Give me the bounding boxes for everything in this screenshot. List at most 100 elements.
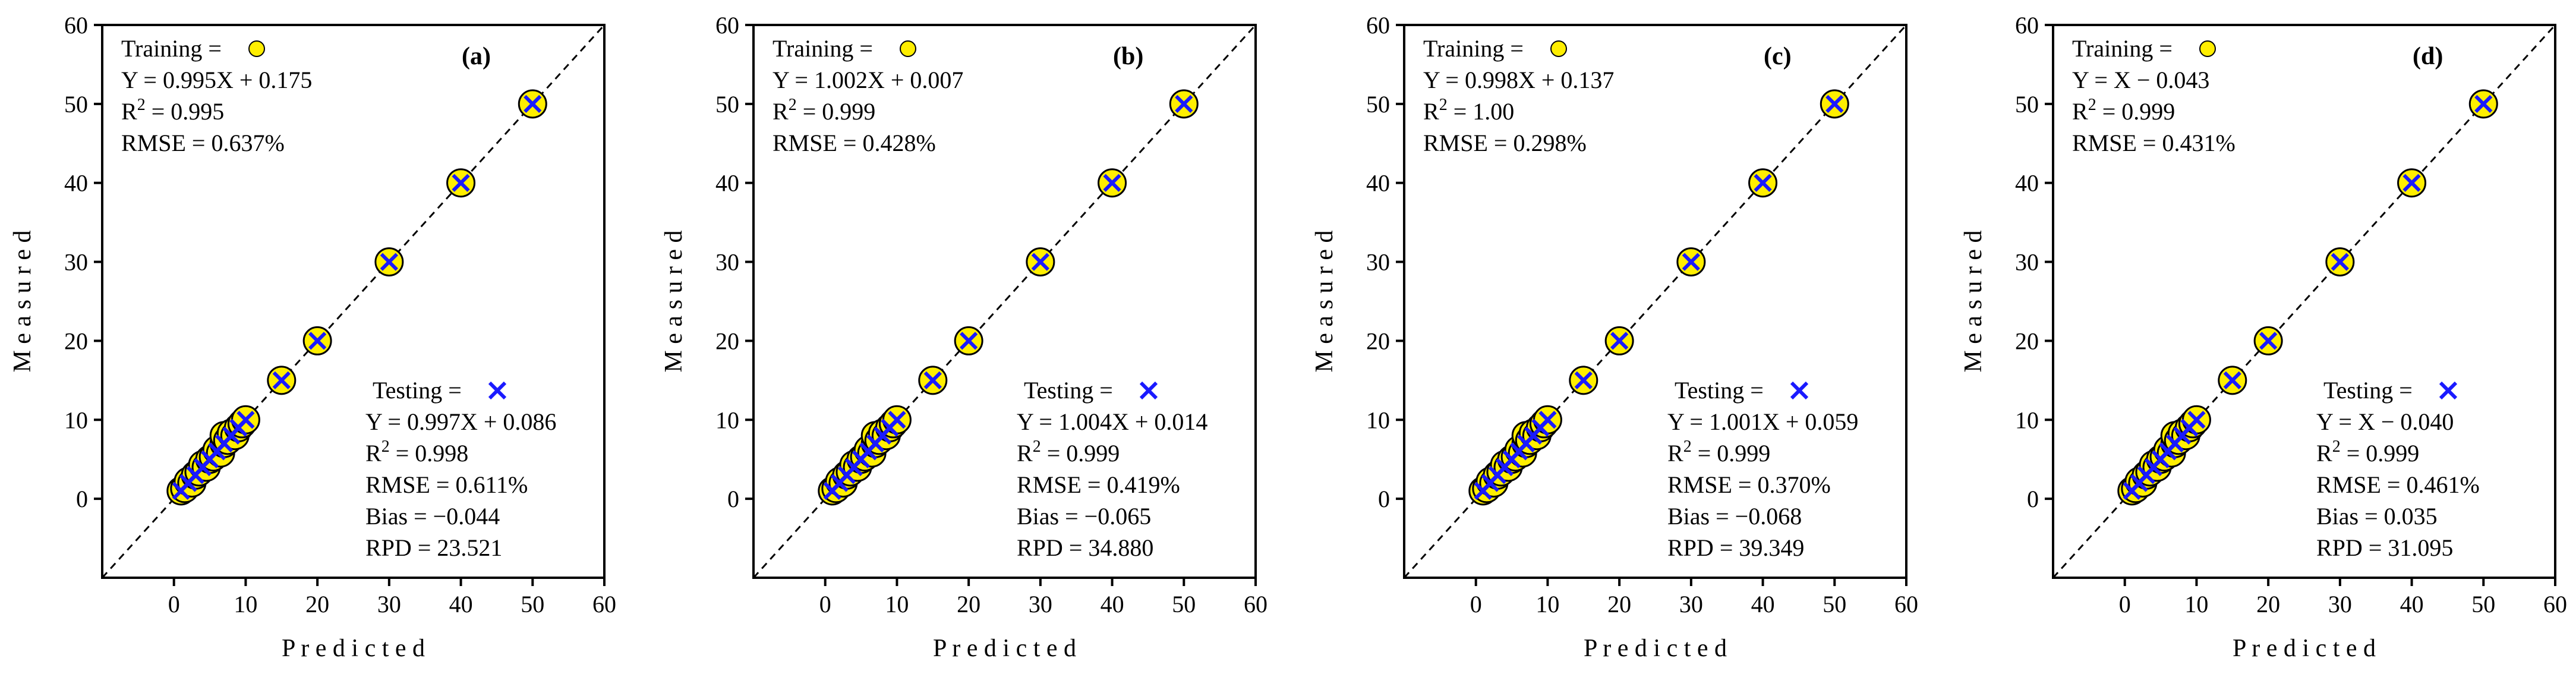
chart-panel-c: 0 10 20 30 40 50 60 0 10 20 30 40 50 60 P r e d i c t …: [1311, 12, 1918, 662]
x-tick-label: 30: [1029, 591, 1052, 618]
testing-equation: Y = 1.004X + 0.014: [1017, 408, 1207, 435]
testing-point: [1538, 411, 1557, 429]
y-tick-label: 20: [2015, 328, 2039, 354]
blue-cross-icon: [1139, 381, 1158, 400]
y-tick-label: 0: [76, 486, 88, 512]
y-tick-label: 30: [64, 249, 88, 276]
x-tick-label: 60: [592, 591, 616, 618]
testing-rpd: RPD = 39.349: [1667, 534, 1804, 561]
y-axis-label: M e a s u r e d: [1311, 230, 1338, 372]
x-tick-label: 40: [2400, 591, 2424, 618]
x-tick-label: 40: [1751, 591, 1775, 618]
training-rmse: RMSE = 0.428%: [773, 130, 936, 156]
testing-r2-symbol: R: [365, 440, 381, 467]
yellow-circle-icon: [248, 40, 265, 57]
panel-label: (a): [462, 43, 491, 70]
x-tick-label: 40: [1101, 591, 1124, 618]
y-axis-label: M e a s u r e d: [660, 230, 688, 372]
testing-r2: R2 = 0.999: [2316, 437, 2419, 467]
y-tick-label: 50: [715, 91, 739, 118]
testing-point: [1175, 95, 1193, 113]
y-tick-label: 40: [64, 170, 88, 197]
y-tick-label: 50: [2015, 91, 2039, 118]
x-tick-label: 60: [1244, 591, 1267, 618]
y-tick-label: 40: [1366, 170, 1390, 197]
testing-point: [1103, 174, 1121, 192]
testing-point: [2259, 332, 2278, 350]
x-tick-label: 10: [885, 591, 909, 618]
y-tick-label: 40: [715, 170, 739, 197]
testing-point: [2474, 95, 2493, 113]
training-legend-label: Training =: [773, 35, 873, 62]
chart-panel-a: 0 10 20 30 40 50 60 0 10 20 30 40 50 60 P r e d i c t …: [9, 12, 616, 662]
testing-point: [2331, 253, 2349, 271]
testing-legend-label: Testing =: [1675, 377, 1764, 404]
x-tick-label: 10: [1535, 591, 1559, 618]
testing-r2: R2 = 0.999: [1017, 437, 1120, 467]
y-tick-label: 20: [1366, 328, 1390, 354]
testing-point: [452, 174, 470, 192]
training-r2-value: = 0.999: [797, 98, 876, 125]
y-tick-label: 60: [64, 12, 88, 39]
training-r2: R2 = 0.999: [773, 96, 875, 125]
testing-point: [380, 253, 398, 271]
testing-point: [308, 332, 327, 350]
x-tick-label: 50: [521, 591, 544, 618]
x-axis-label: P r e d i c t e d: [1584, 635, 1727, 662]
plot-frame: [101, 24, 606, 579]
x-tick-label: 0: [1470, 591, 1482, 618]
testing-r2: R2 = 0.999: [1667, 437, 1770, 467]
training-r2-superscript: 2: [1439, 96, 1448, 114]
y-tick-label: 60: [1366, 12, 1390, 39]
testing-point: [1825, 95, 1844, 113]
blue-cross-icon: [488, 381, 507, 400]
y-tick-label: 0: [727, 486, 739, 512]
panel-label: (d): [2413, 43, 2443, 70]
panel-label: (b): [1113, 43, 1143, 70]
testing-rmse: RMSE = 0.419%: [1017, 471, 1180, 498]
blue-cross-icon: [2439, 381, 2458, 400]
x-tick-label: 30: [377, 591, 401, 618]
y-tick-label: 60: [715, 12, 739, 39]
training-r2-symbol: R: [121, 98, 137, 125]
x-tick-label: 20: [2256, 591, 2280, 618]
testing-r2-superscript: 2: [1683, 437, 1692, 456]
x-axis-label: P r e d i c t e d: [933, 635, 1076, 662]
training-r2-superscript: 2: [789, 96, 797, 114]
testing-bias: Bias = −0.068: [1667, 503, 1802, 530]
x-tick-label: 50: [2471, 591, 2495, 618]
y-tick-label: 10: [64, 407, 88, 433]
testing-rpd: RPD = 34.880: [1017, 534, 1153, 561]
training-r2-superscript: 2: [137, 96, 146, 114]
training-r2-superscript: 2: [2088, 96, 2096, 114]
training-r2-value: = 0.999: [2096, 98, 2175, 125]
testing-equation: Y = 1.001X + 0.059: [1667, 408, 1858, 435]
y-tick-label: 10: [2015, 407, 2039, 433]
yellow-circle-icon: [1550, 40, 1567, 57]
training-equation: Y = 1.002X + 0.007: [773, 67, 963, 93]
yellow-circle-icon: [2199, 40, 2216, 57]
testing-point: [960, 332, 978, 350]
blue-cross-icon: [1790, 381, 1809, 400]
testing-point: [923, 371, 942, 389]
training-equation: Y = 0.998X + 0.137: [1423, 67, 1614, 93]
training-rmse: RMSE = 0.298%: [1423, 130, 1587, 156]
plot-frame: [2052, 24, 2556, 579]
testing-r2-symbol: R: [1667, 440, 1683, 467]
panel-label: (c): [1764, 43, 1792, 70]
y-tick-label: 60: [2015, 12, 2039, 39]
plot-frame: [752, 24, 1257, 579]
training-legend-label: Training =: [121, 35, 222, 62]
testing-rmse: RMSE = 0.611%: [365, 471, 528, 498]
testing-rpd: RPD = 23.521: [365, 534, 502, 561]
training-r2: R2 = 0.999: [2072, 96, 2175, 125]
y-tick-label: 30: [1366, 249, 1390, 276]
chart-panel-b: 0 10 20 30 40 50 60 0 10 20 30 40 50 60 P r e d i c t …: [660, 12, 1267, 662]
y-tick-label: 10: [715, 407, 739, 433]
testing-rpd: RPD = 31.095: [2316, 534, 2453, 561]
x-tick-label: 10: [234, 591, 257, 618]
testing-point: [272, 371, 291, 389]
testing-point: [1754, 174, 1772, 192]
y-tick-label: 50: [1366, 91, 1390, 118]
y-axis-label: M e a s u r e d: [1960, 230, 1987, 372]
